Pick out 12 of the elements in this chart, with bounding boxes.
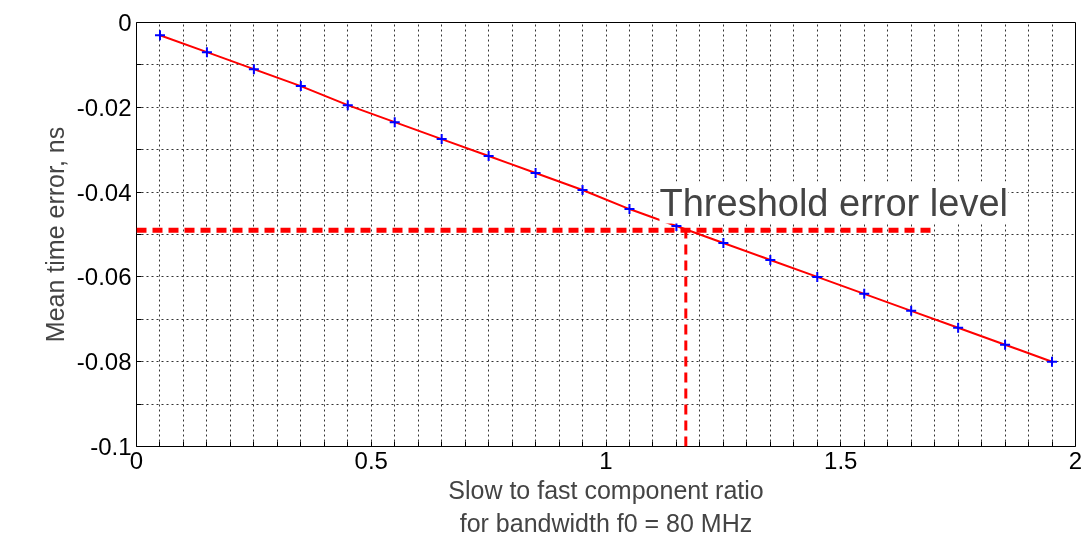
y-tick-label: -0.06: [76, 263, 132, 291]
y-tick-label: -0.08: [76, 348, 132, 376]
x-tick-label: 0.5: [354, 446, 388, 474]
y-tick-label: -0.04: [76, 178, 132, 206]
y-axis-title: Mean time error, ns: [40, 126, 69, 343]
x-tick-label: 2: [1068, 446, 1083, 474]
annotation: Threshold error level: [659, 181, 1008, 224]
x-tick-label: 1.5: [824, 446, 858, 474]
y-tick-label: 0: [118, 9, 132, 36]
x-axis-title: Slow to fast component ratio for bandwidth f0 = 80 MHz: [448, 475, 764, 538]
y-tick-label: -0.02: [76, 93, 132, 121]
x-tick-label: 1: [599, 446, 613, 474]
